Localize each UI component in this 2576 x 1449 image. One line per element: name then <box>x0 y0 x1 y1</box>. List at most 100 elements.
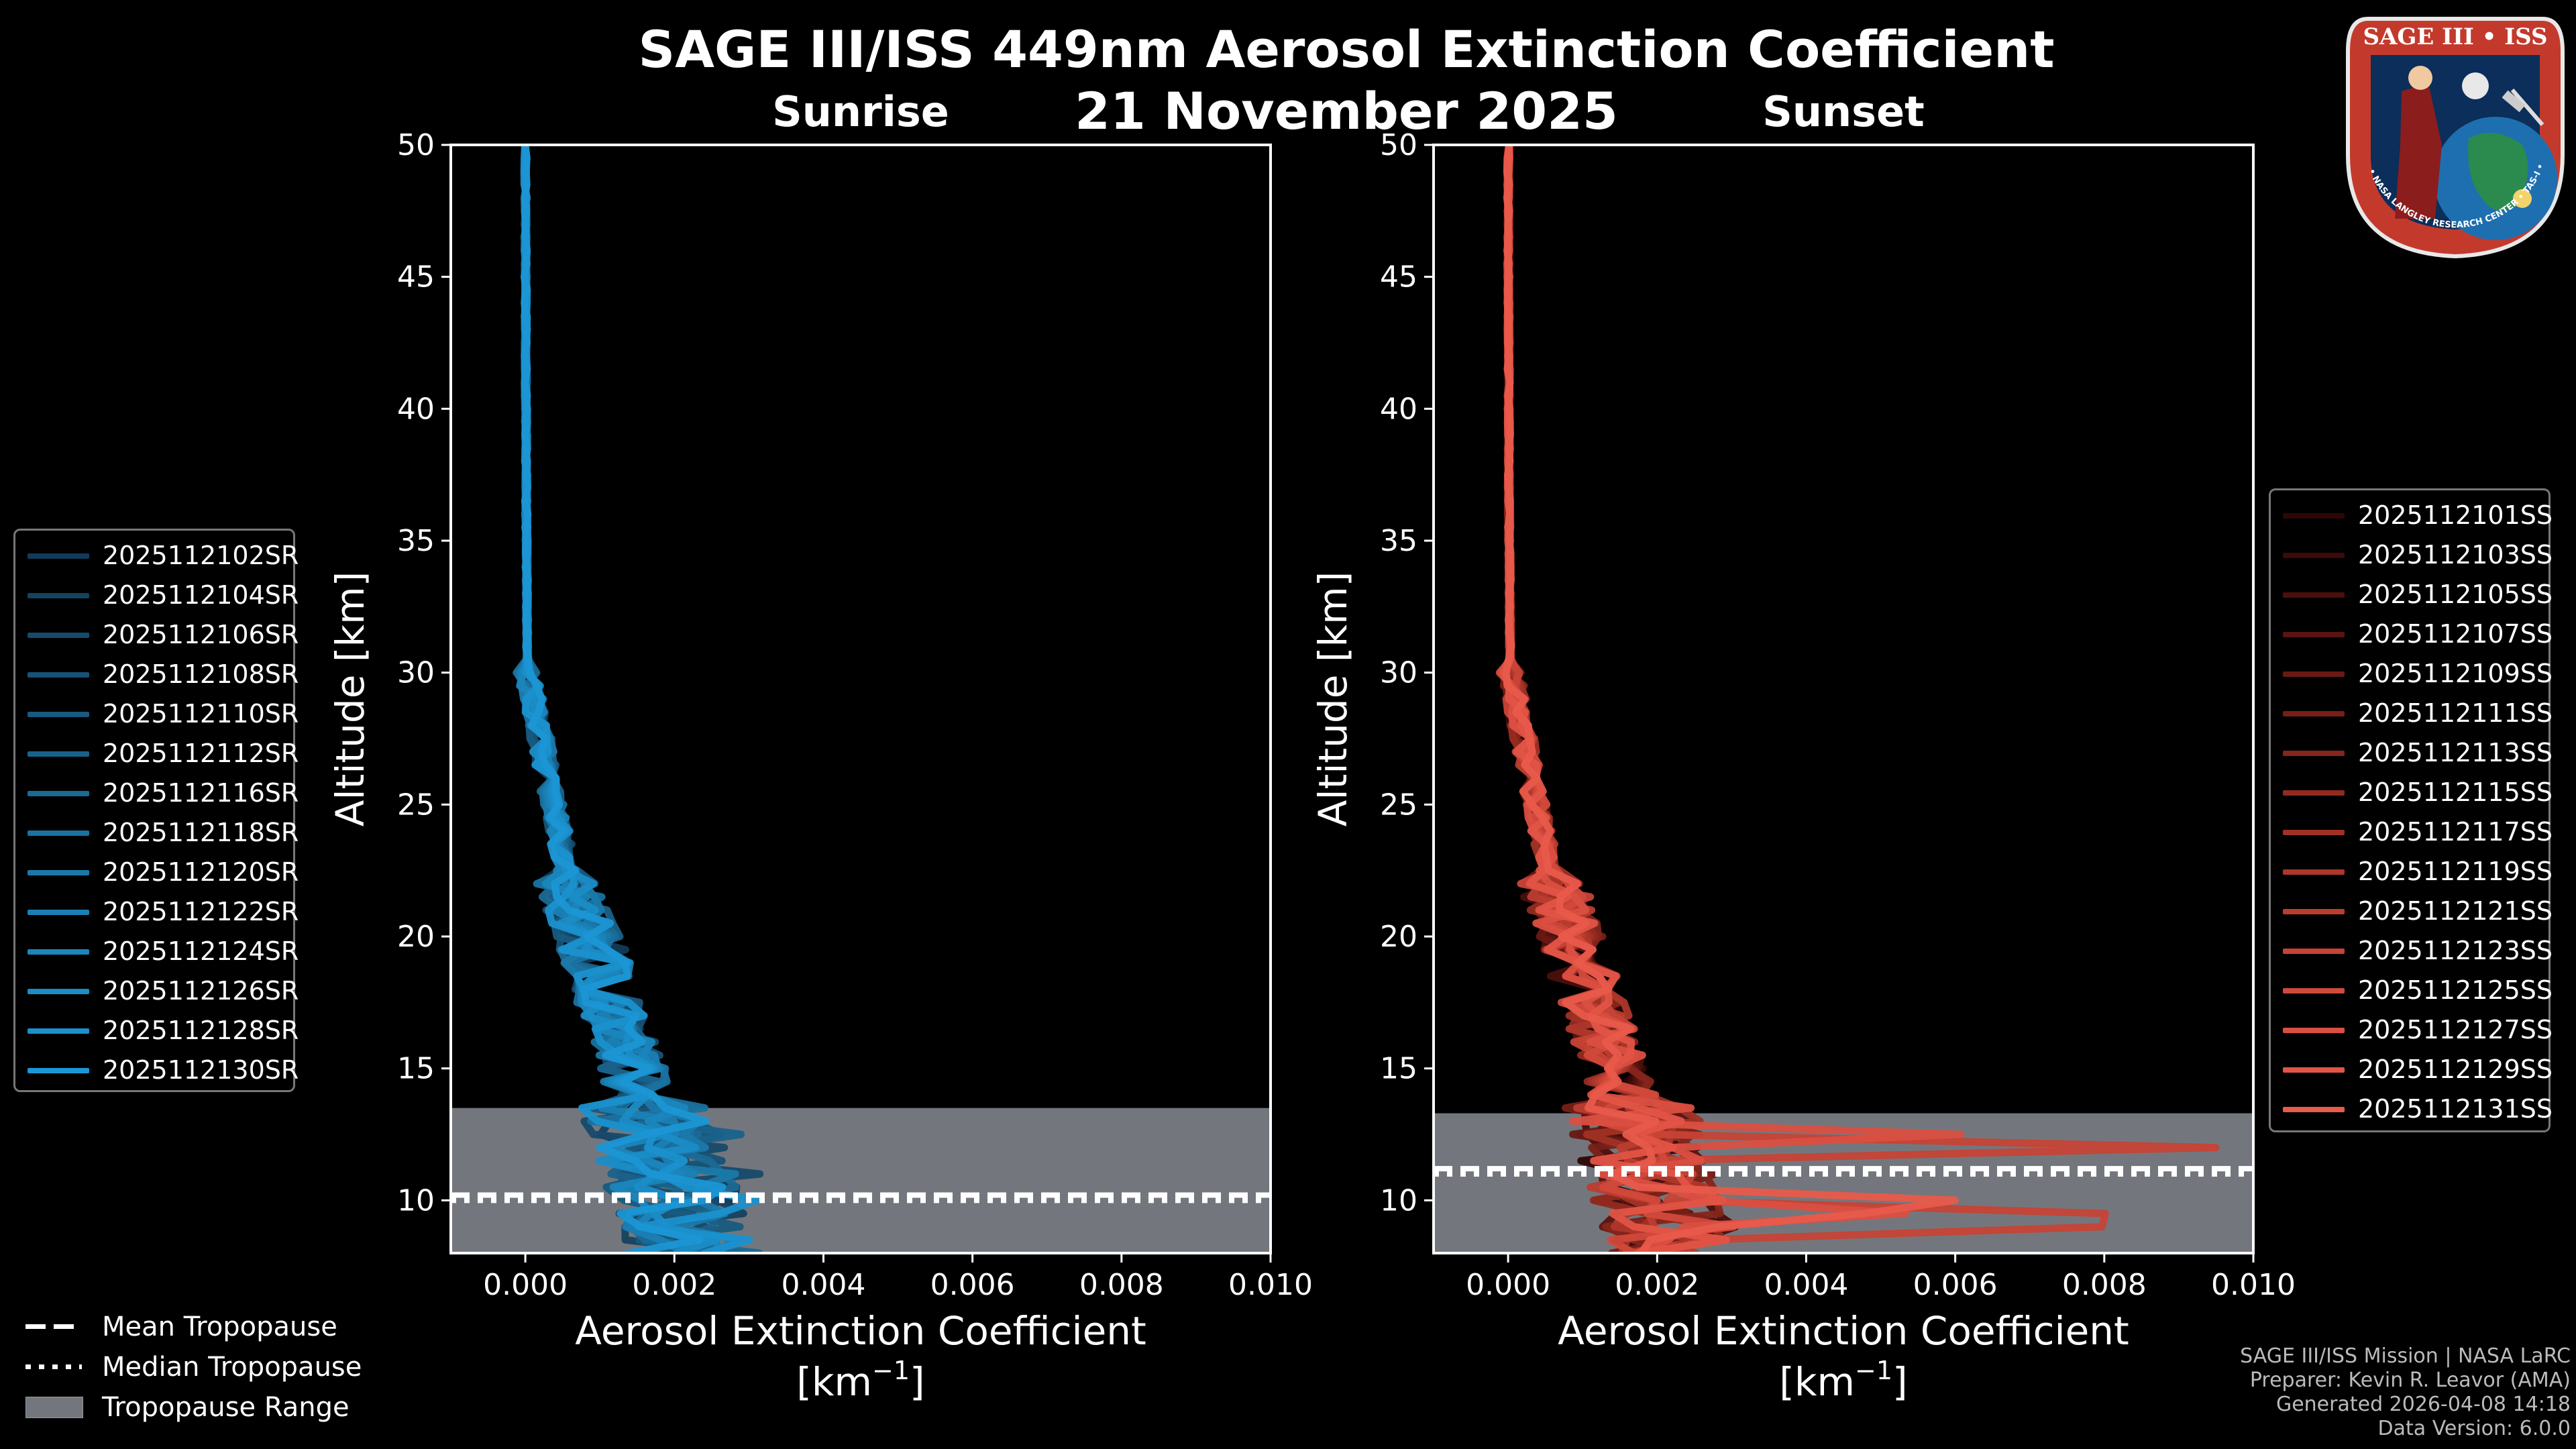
sunset-ytick-label: 45 <box>1380 260 1417 294</box>
tropopause-legend: Mean Tropopause Median Tropopause Tropop… <box>20 1308 396 1429</box>
legend-label: 2025112120SR <box>103 857 299 887</box>
legend-swatch <box>28 751 89 757</box>
sunset-axes-frame <box>1432 144 2255 1254</box>
legend-label: 2025112116SR <box>103 778 299 808</box>
legend-swatch <box>2283 751 2345 756</box>
sunset-panel-title: Sunset <box>1762 87 1925 136</box>
legend-swatch <box>2283 790 2345 796</box>
sunset-legend: 2025112101SS 2025112103SS 2025112105SS 2025… <box>2269 488 2553 1132</box>
sunrise-xlabel-unit-close: ] <box>910 1359 925 1405</box>
legend-label: 2025112117SS <box>2358 817 2553 847</box>
sage-iii-iss-logo: SAGE III • ISS BALL • NASA LANGLEY RESEA… <box>2341 11 2565 259</box>
sunrise-tropopause-range-band <box>451 1108 1271 1253</box>
legend-label: 2025112130SR <box>103 1055 299 1085</box>
sunrise-profile-2025112130SR <box>521 145 727 1253</box>
sunset-ytick-label: 35 <box>1380 524 1417 558</box>
legend-label: 2025112118SR <box>103 818 299 847</box>
sunrise-legend: 2025112102SR 2025112104SR 2025112106SR 2025… <box>13 529 299 1092</box>
sunrise-xlabel-unit: [km−1] <box>796 1356 924 1405</box>
credits-preparer: Preparer: Kevin R. Leavor (AMA) <box>2249 1368 2571 1392</box>
sunrise-profiles <box>513 145 764 1253</box>
sunrise-ylabel: Altitude [km] <box>327 572 373 826</box>
legend-label: 2025112104SR <box>103 580 299 610</box>
legend-swatch <box>28 830 89 836</box>
sunrise-panel-title: Sunrise <box>772 87 949 136</box>
sunset-xlabel-unit: [km−1] <box>1779 1356 1907 1405</box>
legend-swatch <box>2283 1067 2345 1073</box>
sunrise-xlabel: Aerosol Extinction Coefficient <box>575 1308 1146 1354</box>
legend-swatch <box>2283 513 2345 519</box>
legend-label: 2025112112SR <box>103 739 299 768</box>
legend-swatch <box>2283 592 2345 598</box>
legend-label: 2025112124SR <box>103 936 299 966</box>
legend-swatch <box>28 672 89 678</box>
legend-label: 2025112106SR <box>103 620 299 649</box>
sunset-ytick-label: 10 <box>1380 1183 1417 1218</box>
legend-label: 2025112128SR <box>103 1016 299 1045</box>
sunset-profile-2025112127SS <box>1498 145 1965 1253</box>
sunrise-xtick-label: 0.010 <box>1228 1268 1313 1302</box>
sunset-xlabel-unit-close: ] <box>1892 1359 1908 1405</box>
sunrise-xtick-label: 0.006 <box>930 1268 1015 1302</box>
tropopause-range-swatch <box>25 1397 83 1418</box>
sunrise-xtick-label: 0.000 <box>483 1268 568 1302</box>
sunrise-ytick-label: 50 <box>397 128 435 162</box>
sunrise-ytick-label: 15 <box>397 1052 435 1086</box>
sunrise-panel: Sunrise 10 15 20 25 30 35 40 45 50 0.000 0.002 0.004… <box>327 87 1313 1405</box>
legend-swatch <box>28 553 89 559</box>
legend-label: 2025112108SR <box>103 659 299 689</box>
chart-title: SAGE III/ISS 449nm Aerosol Extinction Co… <box>638 19 2055 79</box>
legend-swatch <box>28 1028 89 1034</box>
legend-label: 2025112129SS <box>2358 1055 2553 1084</box>
legend-label: 2025112102SR <box>103 541 299 570</box>
legend-swatch <box>2283 830 2345 835</box>
sunset-profile-2025112131SS <box>1503 145 1960 1253</box>
legend-label: 2025112123SS <box>2358 936 2553 965</box>
sunset-ytick-label: 50 <box>1380 128 1417 162</box>
legend-swatch <box>2283 988 2345 994</box>
sunset-xtick-label: 0.008 <box>2062 1268 2147 1302</box>
legend-label: 2025112127SS <box>2358 1015 2553 1044</box>
sunrise-ytick-label: 45 <box>397 260 435 294</box>
sunrise-ytick-label: 25 <box>397 788 435 822</box>
sunrise-axes-frame <box>449 144 1272 1254</box>
sunset-xtick-label: 0.000 <box>1466 1268 1550 1302</box>
sunset-xtick-label: 0.010 <box>2211 1268 2296 1302</box>
sunset-xlabel-unit-exponent: −1 <box>1855 1356 1892 1385</box>
legend-swatch <box>28 870 89 875</box>
legend-swatch <box>28 989 89 994</box>
sunrise-xlabel-unit-exponent: −1 <box>872 1356 910 1385</box>
legend-swatch <box>2283 909 2345 914</box>
median-tropopause-label: Median Tropopause <box>102 1352 362 1383</box>
legend-swatch <box>28 633 89 638</box>
legend-label: 2025112107SS <box>2358 619 2553 649</box>
legend-swatch <box>2283 632 2345 637</box>
credits-mission: SAGE III/ISS Mission | NASA LaRC <box>2240 1344 2571 1368</box>
legend-label: 2025112131SS <box>2358 1094 2553 1124</box>
mean-tropopause-label: Mean Tropopause <box>102 1311 337 1342</box>
legend-label: 2025112122SR <box>103 897 299 926</box>
legend-label: 2025112119SS <box>2358 857 2553 886</box>
chart-subtitle: 21 November 2025 <box>1075 81 1618 141</box>
sunset-xlabel: Aerosol Extinction Coefficient <box>1558 1308 2129 1354</box>
mean-tropopause-swatch <box>25 1324 82 1329</box>
sunset-xtick-label: 0.006 <box>1913 1268 1998 1302</box>
legend-label: 2025112103SS <box>2358 540 2553 570</box>
legend-label: 2025112113SS <box>2358 738 2553 767</box>
legend-swatch <box>28 593 89 598</box>
credits: SAGE III/ISS Mission | NASA LaRC Prepare… <box>2240 1344 2571 1441</box>
legend-swatch <box>2283 949 2345 954</box>
sunset-panel: Sunset 10 15 20 25 30 35 40 45 50 0.000 0.002 0.004 0… <box>1310 87 2296 1405</box>
legend-label: 2025112115SS <box>2358 777 2553 807</box>
legend-swatch <box>2283 672 2345 677</box>
legend-label: 2025112125SS <box>2358 975 2553 1005</box>
legend-label: 2025112110SR <box>103 699 299 729</box>
legend-swatch <box>28 791 89 796</box>
sunrise-xtick-label: 0.008 <box>1079 1268 1164 1302</box>
sunset-ytick-label: 30 <box>1380 656 1417 690</box>
legend-label: 2025112121SS <box>2358 896 2553 926</box>
median-tropopause-swatch <box>25 1364 82 1369</box>
legend-label: 2025112105SS <box>2358 580 2553 609</box>
sunset-xtick-label: 0.004 <box>1764 1268 1848 1302</box>
sunrise-profile-2025112126SR <box>520 145 720 1253</box>
